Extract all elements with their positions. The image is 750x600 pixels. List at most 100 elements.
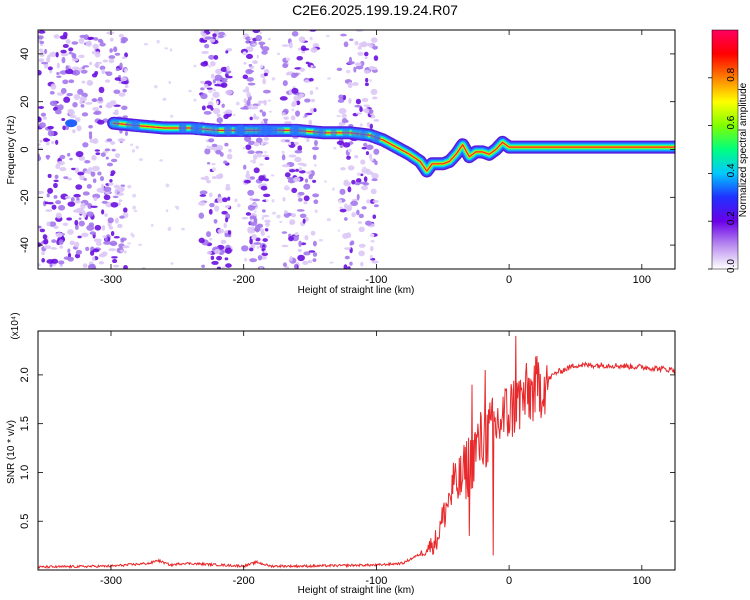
- noise-speck: [258, 100, 267, 104]
- noise-speck: [124, 250, 127, 254]
- ridge-blob: [293, 124, 302, 137]
- noise-speck: [210, 73, 215, 79]
- noise-speck: [78, 54, 85, 59]
- noise-speck: [83, 211, 87, 218]
- noise-speck: [84, 159, 91, 164]
- noise-speck: [296, 209, 305, 212]
- noise-speck: [303, 183, 311, 190]
- noise-speck: [67, 201, 76, 207]
- noise-speck: [225, 186, 231, 191]
- noise-speck: [281, 112, 286, 116]
- noise-speck: [206, 161, 211, 165]
- noise-speck: [105, 71, 109, 74]
- noise-speck: [165, 209, 169, 213]
- noise-speck: [245, 86, 250, 92]
- ridge-blob: [203, 125, 215, 134]
- noise-speck: [209, 237, 213, 241]
- noise-speck: [221, 103, 225, 108]
- noise-speck: [199, 37, 205, 43]
- noise-speck: [305, 61, 310, 65]
- noise-speck: [246, 77, 254, 82]
- noise-speck: [46, 154, 50, 160]
- noise-speck: [203, 83, 209, 89]
- noise-speck: [347, 266, 351, 269]
- noise-speck: [281, 44, 290, 47]
- noise-speck: [47, 130, 55, 137]
- noise-speck: [92, 43, 99, 50]
- noise-speck: [104, 148, 111, 152]
- noise-speck: [86, 184, 92, 189]
- x-tick-label: 0: [506, 575, 512, 587]
- noise-speck: [253, 210, 257, 213]
- noise-speck: [212, 33, 217, 38]
- y-tick-label: 20: [19, 96, 31, 108]
- noise-speck: [67, 229, 74, 235]
- noise-speck: [101, 225, 106, 231]
- noise-speck: [285, 57, 291, 61]
- noise-speck: [88, 261, 94, 265]
- noise-speck: [111, 256, 118, 259]
- noise-speck: [291, 100, 298, 106]
- noise-speck: [349, 261, 353, 266]
- snr-series-line: [38, 335, 675, 569]
- noise-speck: [199, 194, 207, 197]
- noise-speck: [308, 174, 314, 180]
- noise-speck: [208, 208, 213, 215]
- noise-speck: [38, 69, 42, 76]
- noise-speck: [124, 52, 128, 58]
- noise-speck: [170, 114, 174, 118]
- noise-speck: [94, 224, 102, 231]
- noise-speck: [257, 254, 263, 261]
- noise-speck: [162, 97, 167, 101]
- noise-speck: [216, 255, 223, 261]
- noise-speck: [339, 206, 343, 209]
- noise-speck: [371, 260, 379, 264]
- noise-speck: [354, 40, 359, 46]
- noise-speck: [290, 115, 296, 121]
- noise-speck: [344, 217, 348, 221]
- noise-speck: [339, 208, 347, 213]
- noise-speck: [354, 62, 362, 67]
- noise-speck: [251, 237, 256, 240]
- noise-speck: [67, 248, 71, 254]
- noise-speck: [120, 40, 127, 44]
- noise-speck: [56, 62, 60, 69]
- x-tick-label: 100: [633, 575, 651, 587]
- noise-speck: [288, 142, 292, 146]
- noise-speck: [223, 160, 228, 164]
- noise-speck: [370, 239, 375, 243]
- noise-speck: [82, 142, 89, 148]
- noise-speck: [113, 46, 118, 53]
- noise-speck: [105, 104, 111, 108]
- noise-speck: [74, 117, 81, 123]
- noise-speck: [95, 241, 102, 246]
- noise-speck: [38, 105, 45, 109]
- noise-speck: [123, 212, 128, 215]
- noise-speck: [214, 83, 221, 87]
- noise-speck: [70, 197, 75, 202]
- noise-speck: [339, 188, 346, 195]
- noise-speck: [313, 199, 319, 205]
- snr-y-ticks: 0.5 1.0 1.5 2.0: [19, 367, 675, 529]
- noise-speck: [88, 36, 95, 40]
- noise-speck: [47, 201, 54, 205]
- noise-speck: [94, 149, 100, 152]
- noise-speck: [164, 47, 169, 50]
- noise-speck: [245, 212, 252, 216]
- noise-speck: [373, 118, 380, 122]
- noise-speck: [258, 175, 265, 182]
- ridge-blob: [360, 130, 369, 139]
- noise-speck: [132, 193, 137, 198]
- noise-speck: [365, 77, 369, 83]
- noise-speck: [193, 64, 197, 68]
- noise-speck: [88, 124, 93, 129]
- noise-speck: [222, 266, 226, 269]
- noise-speck: [261, 209, 266, 213]
- noise-speck: [225, 183, 230, 187]
- noise-speck: [59, 245, 63, 249]
- noise-speck: [97, 171, 102, 176]
- noise-speck: [94, 51, 101, 58]
- noise-speck: [117, 202, 121, 206]
- noise-speck: [105, 201, 113, 208]
- noise-speck: [91, 154, 97, 161]
